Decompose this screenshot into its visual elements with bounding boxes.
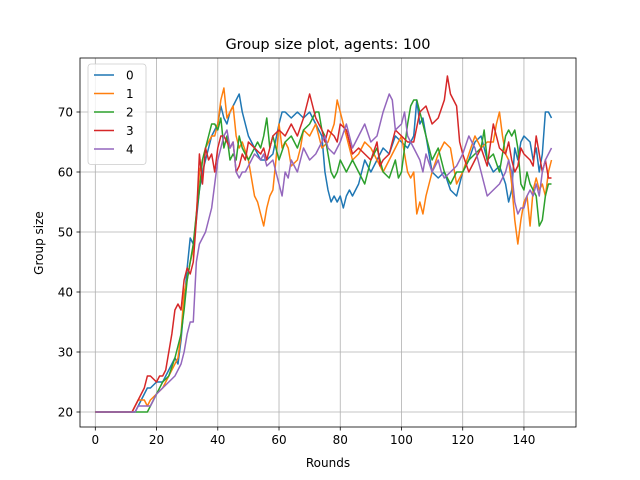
y-tick-label: 40 <box>58 285 73 299</box>
x-tick-label: 0 <box>91 433 99 447</box>
y-tick-label: 60 <box>58 165 73 179</box>
legend-label-0: 0 <box>126 68 134 82</box>
y-tick-label: 30 <box>58 345 73 359</box>
series-lines <box>95 75 553 413</box>
legend-box <box>87 63 147 165</box>
series-line-4 <box>95 93 553 413</box>
x-tick-label: 100 <box>390 433 413 447</box>
x-axis-title: Rounds <box>306 456 350 470</box>
y-tick-label: 50 <box>58 225 73 239</box>
y-axis-title: Group size <box>32 211 46 275</box>
series-line-3 <box>95 75 552 413</box>
x-axis-ticks: 0 20 40 60 80 100 120 140 <box>91 427 535 447</box>
legend-label-2: 2 <box>126 105 134 119</box>
legend-label-4: 4 <box>126 142 134 156</box>
x-tick-label: 20 <box>149 433 164 447</box>
x-tick-label: 80 <box>333 433 348 447</box>
y-tick-label: 70 <box>58 105 73 119</box>
y-axis-ticks: 20 30 40 50 60 70 <box>58 105 80 419</box>
x-tick-label: 60 <box>271 433 286 447</box>
legend-label-1: 1 <box>126 87 134 101</box>
x-tick-label: 120 <box>451 433 474 447</box>
x-tick-label: 40 <box>210 433 225 447</box>
x-tick-label: 140 <box>512 433 535 447</box>
plot-frame <box>79 57 577 428</box>
chart-title: Group size plot, agents: 100 <box>225 37 430 53</box>
legend-label-3: 3 <box>126 124 134 138</box>
legend: 0 1 2 3 4 <box>87 63 147 165</box>
y-tick-label: 20 <box>58 405 73 419</box>
